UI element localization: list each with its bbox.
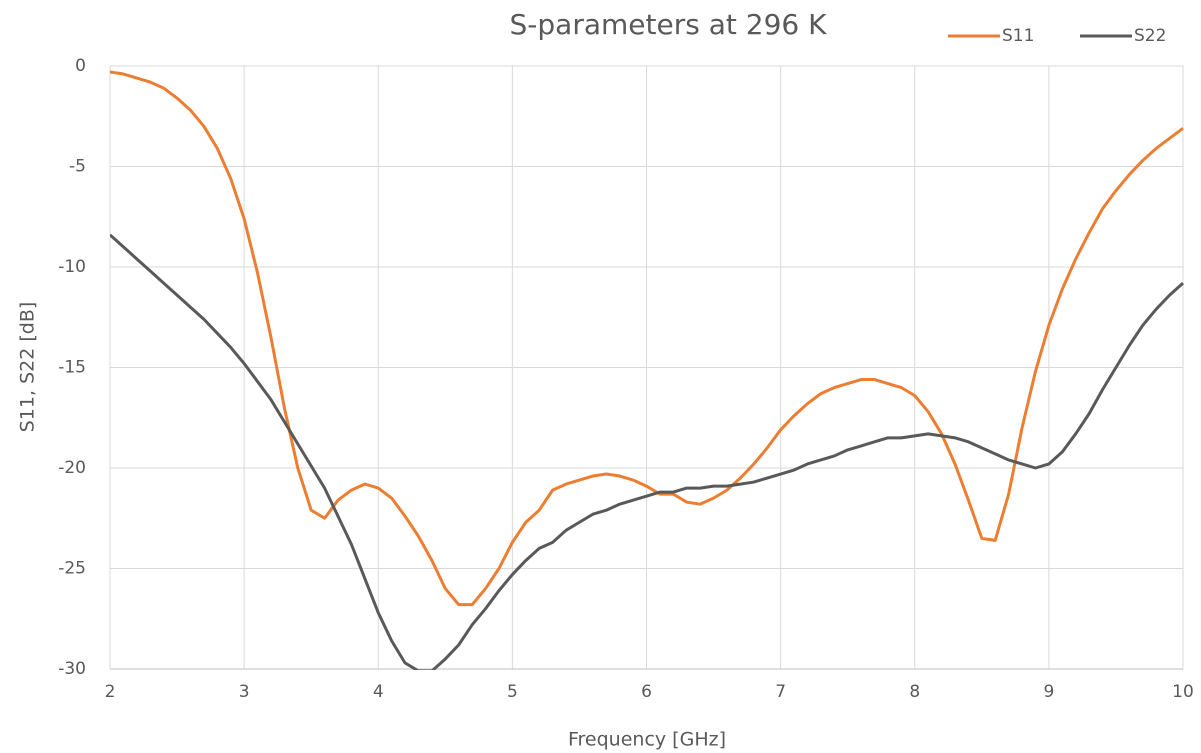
y-tick-label: -15 (58, 358, 86, 378)
y-axis-label: S11, S22 [dB] (17, 302, 39, 433)
x-tick-label: 6 (641, 682, 652, 702)
x-tick-label: 3 (239, 682, 250, 702)
plot-area (110, 70, 1184, 670)
x-tick-label: 5 (507, 682, 518, 702)
x-tick-label: 9 (1043, 682, 1054, 702)
x-tick-label: 7 (775, 682, 786, 702)
chart-title: S-parameters at 296 K (510, 8, 828, 41)
x-tick-label: 8 (909, 682, 920, 702)
x-tick-label: 4 (373, 682, 384, 702)
legend-label: S22 (1134, 26, 1166, 46)
y-tick-label: -5 (69, 157, 86, 177)
y-tick-label: 0 (75, 56, 86, 76)
y-tick-label: -25 (58, 559, 86, 579)
x-tick-label: 10 (1172, 682, 1194, 702)
y-tick-label: -20 (58, 458, 86, 478)
y-tick-label: -30 (58, 659, 86, 679)
y-tick-label: -10 (58, 257, 86, 277)
legend-label: S11 (1002, 26, 1034, 46)
series-line (110, 233, 1184, 670)
x-axis-label: Frequency [GHz] (568, 729, 726, 751)
x-tick-label: 2 (105, 682, 116, 702)
